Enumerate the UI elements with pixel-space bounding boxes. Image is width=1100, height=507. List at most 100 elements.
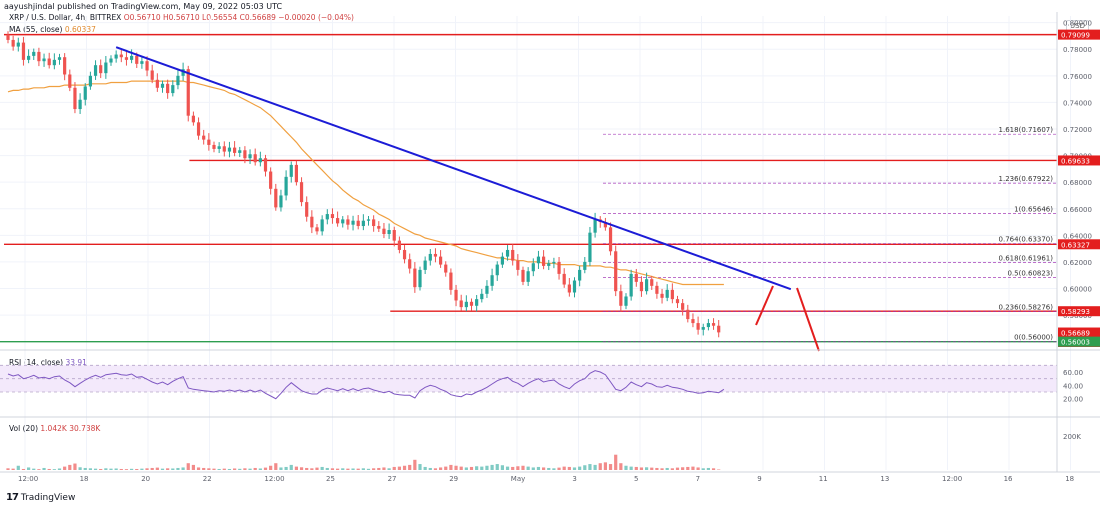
volume-bar <box>155 467 159 470</box>
volume-bar <box>207 468 211 470</box>
candle-body <box>217 146 221 149</box>
candle <box>233 141 237 157</box>
bounce-up-arrow <box>755 285 774 326</box>
candle <box>593 212 597 238</box>
candle <box>63 53 67 81</box>
candle <box>263 154 268 177</box>
candle-body <box>207 139 211 145</box>
volume-bar <box>449 464 453 470</box>
volume-tick-label: 200K <box>1063 433 1081 441</box>
candle <box>176 70 180 90</box>
volume-bar <box>330 468 335 470</box>
candle <box>325 209 329 225</box>
candle <box>408 253 412 274</box>
grid <box>0 16 1071 470</box>
candle <box>320 215 324 236</box>
fib-level-label: 0.236(0.58276) <box>999 303 1054 311</box>
volume-bar <box>243 468 247 470</box>
volume-value-1: 1.042K <box>40 424 67 433</box>
candle-body <box>42 58 46 62</box>
volume-bar <box>572 467 577 470</box>
candle-body <box>402 249 407 260</box>
candle-body <box>253 154 257 163</box>
candle-body <box>675 299 680 304</box>
candle-body <box>124 57 129 60</box>
candle <box>119 49 123 63</box>
candle-body <box>459 300 463 308</box>
candle-body <box>696 323 700 330</box>
candle-body <box>444 264 448 273</box>
volume-bar <box>624 465 628 470</box>
candle <box>475 295 479 312</box>
bearish-trendline <box>115 46 792 291</box>
volume-bar <box>274 463 278 470</box>
volume-bar <box>233 468 237 470</box>
candle <box>480 288 484 303</box>
candle-body <box>454 289 458 301</box>
candle <box>73 82 77 114</box>
candle <box>238 146 242 158</box>
candle <box>372 215 376 232</box>
candle-body <box>645 279 649 292</box>
time-tick-label: 5 <box>634 475 638 483</box>
candle <box>124 51 129 66</box>
candle-body <box>16 42 20 47</box>
volume-bar <box>387 468 391 470</box>
candle-body <box>593 219 597 233</box>
candle <box>459 294 463 311</box>
candle <box>444 261 448 277</box>
volume-bar <box>505 466 510 470</box>
candle-body <box>428 253 432 261</box>
candle-body <box>423 260 427 270</box>
volume-bar <box>6 468 10 470</box>
volume-bar <box>93 468 98 470</box>
volume-bar <box>490 464 494 470</box>
candle-body <box>387 230 391 235</box>
candle-body <box>191 115 195 123</box>
candle-body <box>263 158 268 172</box>
candle-body <box>526 271 530 282</box>
candle-body <box>578 269 582 281</box>
price-tick-label: 0.68000 <box>1063 179 1092 187</box>
price-tick-label: 0.76000 <box>1063 73 1092 81</box>
candle <box>227 141 232 158</box>
candle <box>418 266 422 291</box>
volume-bar <box>366 468 371 470</box>
candle-body <box>202 135 206 140</box>
tradingview-logo-icon: 17 <box>6 492 19 503</box>
volume-bar <box>475 466 479 470</box>
candle <box>454 284 458 307</box>
candle <box>305 196 309 222</box>
candle-body <box>186 69 190 116</box>
rsi-legend: RSI (14, close) 33.91 <box>9 358 87 367</box>
candle-body <box>377 226 381 229</box>
fib-level-label: 0.618(0.61961) <box>999 254 1054 262</box>
candle <box>562 268 566 288</box>
candle <box>500 252 504 268</box>
volume-bar <box>377 467 381 470</box>
price-label: 0.58293 <box>1061 308 1090 316</box>
volume-bar <box>459 466 463 470</box>
candle-body <box>608 227 613 252</box>
symbol-legend: XRP / U.S. Dollar, 4h, BITTREX O0.56710 … <box>9 13 354 22</box>
volume-bar <box>372 468 376 470</box>
candle <box>660 288 664 304</box>
volume-bar <box>341 468 345 470</box>
candle-body <box>706 323 710 328</box>
volume-bar <box>428 467 432 470</box>
price-label: 0.69633 <box>1061 157 1090 165</box>
time-tick-label: 9 <box>757 475 761 483</box>
time-tick-label: 18 <box>1065 475 1074 483</box>
volume-bar <box>655 467 659 470</box>
candle <box>382 222 386 239</box>
volume-bar <box>382 467 386 470</box>
volume-bar <box>284 466 288 470</box>
candle-body <box>196 122 201 136</box>
volume-bar <box>660 468 664 470</box>
volume-bar <box>717 469 721 470</box>
volume-bar <box>526 466 530 470</box>
volume-bar <box>305 467 309 470</box>
volume-bar <box>42 467 46 470</box>
tradingview-brand: TradingView <box>20 492 76 503</box>
